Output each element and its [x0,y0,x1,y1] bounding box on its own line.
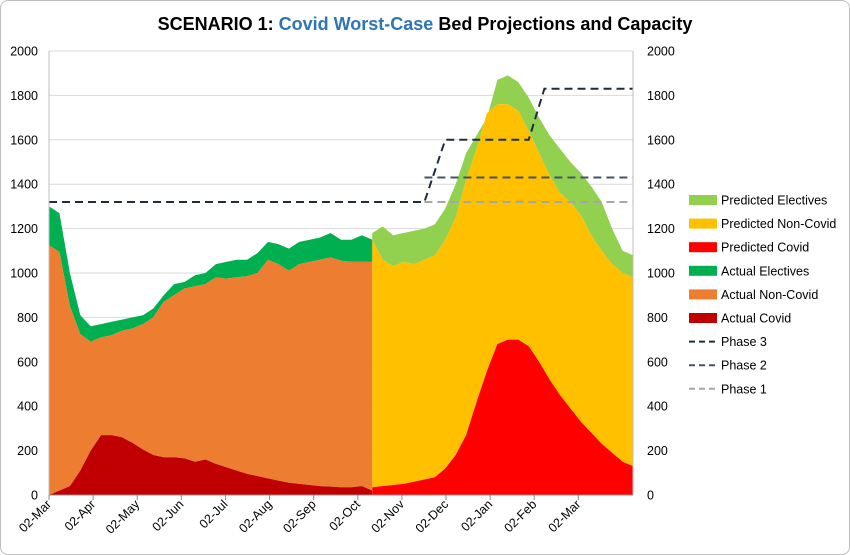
predicted-non-covid-area [372,104,633,488]
area-series [49,75,633,495]
title-suffix: Bed Projections and Capacity [433,14,692,34]
legend-swatch-actual-electives [689,265,717,276]
actual-electives-area [49,206,373,342]
x-tick-label: 02-Aug [236,497,274,535]
title-highlight: Covid Worst-Case [279,14,434,34]
legend-label: Phase 3 [721,335,767,349]
y-tick-label-left: 2000 [10,45,38,59]
legend-label: Predicted Covid [721,241,809,255]
y-tick-label-left: 1200 [10,222,38,236]
legend-swatch-predicted-covid [689,242,717,253]
y-tick-label-right: 0 [647,489,654,503]
legend-label: Actual Electives [721,264,809,278]
y-tick-label-right: 1000 [647,267,675,281]
x-tick-label: 02-Jan [458,497,495,534]
x-tick-label: 02-Nov [369,497,408,536]
x-tick-label: 02-May [103,497,143,537]
legend-swatch-predicted-non-covid [689,218,717,229]
legend-label: Predicted Electives [721,194,827,208]
y-tick-label-right: 1600 [647,133,675,147]
y-tick-label-left: 1800 [10,89,38,103]
x-tick-label: 02-Mar [546,497,584,535]
y-tick-label-left: 800 [17,311,38,325]
y-tick-label-left: 1600 [10,133,38,147]
y-tick-label-right: 800 [647,311,668,325]
legend: Predicted Electives Predicted Non-Covid Pr… [689,194,836,396]
y-tick-label-left: 1400 [10,178,38,192]
y-tick-label-right: 1800 [647,89,675,103]
x-tick-label: 02-Sep [280,497,318,535]
y-tick-label-left: 600 [17,355,38,369]
x-tick-label: 02-Oct [326,497,363,534]
legend-label: Actual Covid [721,312,791,326]
y-tick-label-right: 200 [647,444,668,458]
x-tick-label: 02-Feb [501,497,539,535]
legend-swatch-actual-covid [689,313,717,323]
title-prefix: SCENARIO 1: [158,14,279,34]
actual-non-covid-area [49,245,373,495]
legend-swatch-actual-non-covid [689,289,717,300]
legend-label: Phase 1 [721,382,767,396]
y-tick-label-left: 200 [17,444,38,458]
predicted-electives-area [372,75,633,278]
legend-label: Predicted Non-Covid [721,217,836,231]
y-tick-label-left: 1000 [10,267,38,281]
x-tick-label: 02-Jul [197,497,231,531]
x-tick-label: 02-Jun [150,497,187,534]
y-tick-label-right: 1400 [647,178,675,192]
y-tick-label-right: 2000 [647,45,675,59]
y-tick-label-left: 400 [17,400,38,414]
predicted-covid-area [372,339,633,495]
chart-title: SCENARIO 1: Covid Worst-Case Bed Project… [158,14,693,34]
y-tick-label-right: 600 [647,355,668,369]
y-tick-label-left: 0 [31,489,38,503]
legend-label: Actual Non-Covid [721,288,818,302]
legend-label: Phase 2 [721,359,767,373]
actual-covid-area [49,435,373,495]
x-tick-label: 02-Dec [413,497,451,535]
x-tick-label: 02-Mar [16,497,54,535]
y-tick-label-right: 1200 [647,222,675,236]
phase3-line [49,87,633,203]
phase-lines [49,87,633,203]
x-tick-label: 02-Apr [62,497,98,533]
y-tick-label-right: 400 [647,400,668,414]
legend-swatch-predicted-electives [689,195,717,205]
